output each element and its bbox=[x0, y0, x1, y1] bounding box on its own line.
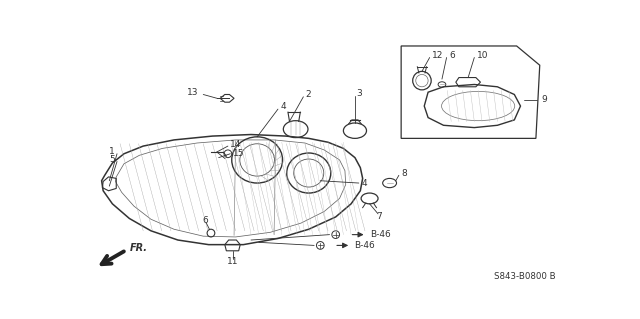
Text: 13: 13 bbox=[187, 88, 198, 97]
Text: 2: 2 bbox=[306, 90, 311, 99]
Text: 6: 6 bbox=[202, 216, 207, 225]
Text: 15: 15 bbox=[232, 149, 244, 158]
Text: 12: 12 bbox=[432, 51, 444, 60]
Text: 4: 4 bbox=[361, 179, 367, 188]
Text: 9: 9 bbox=[541, 95, 547, 104]
Text: 5: 5 bbox=[109, 155, 115, 164]
Text: B-46: B-46 bbox=[355, 241, 375, 250]
Text: B-46: B-46 bbox=[370, 230, 391, 239]
Text: 7: 7 bbox=[377, 212, 383, 221]
Text: 10: 10 bbox=[477, 51, 488, 60]
Text: 3: 3 bbox=[356, 89, 362, 98]
Text: 11: 11 bbox=[227, 257, 238, 266]
Text: 6: 6 bbox=[449, 51, 454, 60]
Text: 1: 1 bbox=[109, 147, 115, 156]
Text: 8: 8 bbox=[401, 168, 407, 178]
Text: FR.: FR. bbox=[129, 243, 147, 253]
Text: 14: 14 bbox=[230, 140, 241, 149]
Text: 4: 4 bbox=[280, 102, 286, 111]
Text: S843-B0800 B: S843-B0800 B bbox=[493, 272, 555, 281]
